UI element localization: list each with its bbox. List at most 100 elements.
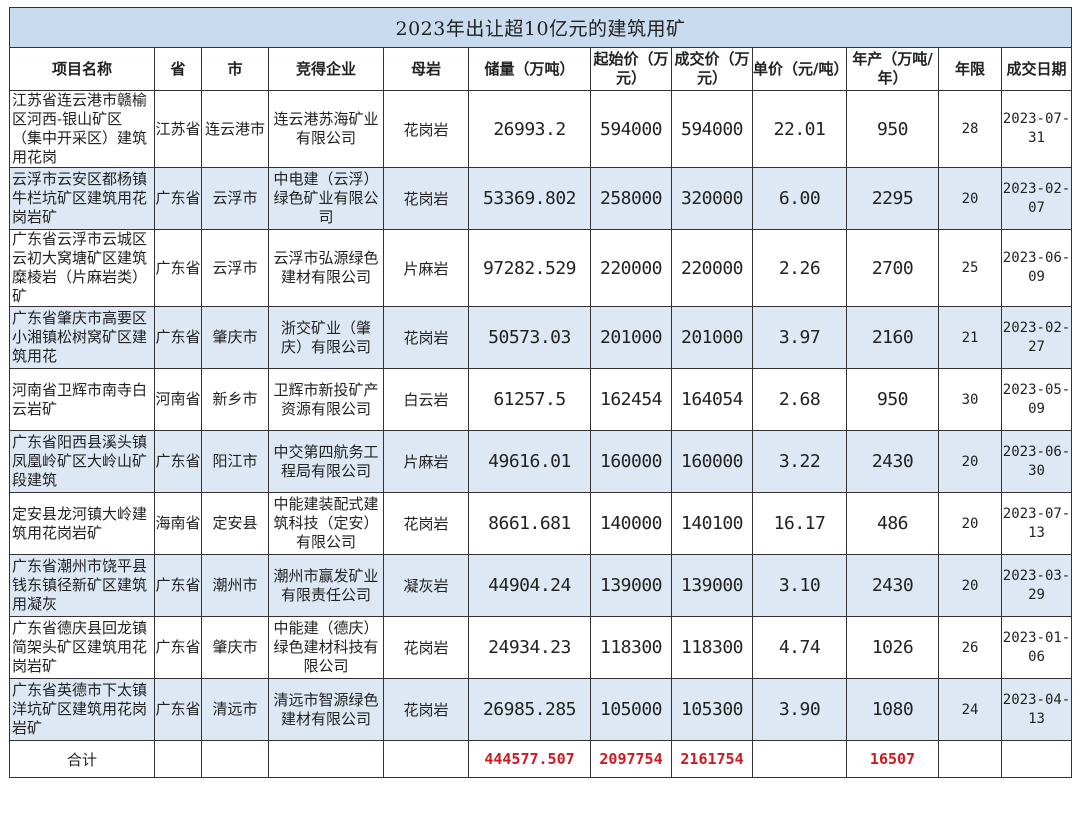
start-price-cell: 160000 (590, 430, 672, 493)
company-name: 云浮市弘源绿色建材有限公司 (273, 249, 379, 286)
city-cell: 肇庆市 (201, 306, 269, 369)
company-cell: 中交第四航务工程局有限公司 (268, 430, 384, 493)
start-price-cell: 220000 (590, 229, 672, 307)
unit-price-cell: 4.74 (752, 616, 847, 679)
deal-price-cell: 140100 (671, 492, 753, 555)
header-cell: 竞得企业 (268, 47, 384, 91)
annual-output-cell: 1080 (846, 678, 939, 741)
years-cell: 21 (938, 306, 1002, 369)
header-cell: 母岩 (383, 47, 469, 91)
total-reserve: 444577.507 (468, 740, 591, 778)
mine-table: 2023年出让超10亿元的建筑用矿 项目名称 省 市 竞得企业 母岩 储量（万吨… (8, 7, 1073, 778)
table-row: 广东省阳西县溪头镇凤凰岭矿区大岭山矿段建筑 广东省 阳江市 中交第四航务工程局有… (9, 430, 1073, 493)
rock-cell: 花岗岩 (383, 616, 469, 679)
project-name-cell: 云浮市云安区都杨镇牛栏坑矿区建筑用花岗岩矿 (9, 167, 155, 230)
province-cell: 江苏省 (154, 90, 202, 168)
header-cell: 市 (201, 47, 269, 91)
date-cell: 2023-07-13 (1000, 492, 1073, 555)
company-cell: 中电建（云浮）绿色矿业有限公司 (268, 167, 384, 230)
header-cell: 单价（元/吨） (752, 47, 847, 91)
company-cell: 云浮市弘源绿色建材有限公司 (268, 229, 384, 307)
province-cell: 广东省 (154, 306, 202, 369)
company-cell: 连云港苏海矿业有限公司 (268, 90, 384, 168)
project-name-cell: 广东省阳西县溪头镇凤凰岭矿区大岭山矿段建筑 (9, 430, 155, 493)
project-name: 广东省英德市下太镇洋坑矿区建筑用花岗岩矿 (12, 681, 148, 737)
total-empty (383, 740, 469, 778)
project-name: 广东省潮州市饶平县钱东镇径新矿区建筑用凝灰 (12, 557, 148, 613)
deal-price-cell: 118300 (671, 616, 753, 679)
header-cell: 省 (154, 47, 202, 91)
reserve-cell: 97282.529 (468, 229, 591, 307)
table-wrapper: 2023年出让超10亿元的建筑用矿 项目名称 省 市 竞得企业 母岩 储量（万吨… (8, 7, 1073, 778)
city-cell: 新乡市 (201, 368, 269, 431)
header-cell: 项目名称 (9, 47, 155, 91)
project-name: 江苏省连云港市赣榆区河西-银山矿区（集中开采区）建筑用花岗 (12, 91, 148, 167)
province-cell: 广东省 (154, 229, 202, 307)
header-cell: 年产（万吨/年） (846, 47, 939, 91)
table-row: 云浮市云安区都杨镇牛栏坑矿区建筑用花岗岩矿 广东省 云浮市 中电建（云浮）绿色矿… (9, 167, 1073, 230)
province-cell: 广东省 (154, 167, 202, 230)
reserve-cell: 50573.03 (468, 306, 591, 369)
company-name: 卫辉市新投矿产资源有限公司 (273, 380, 379, 418)
deal-price-cell: 201000 (671, 306, 753, 369)
years-cell: 20 (938, 167, 1002, 230)
project-name: 定安县龙河镇大岭建筑用花岗岩矿 (12, 504, 148, 542)
date-cell: 2023-05-09 (1000, 368, 1073, 431)
annual-output-cell: 2160 (846, 306, 939, 369)
start-price-cell: 140000 (590, 492, 672, 555)
reserve-cell: 26993.2 (468, 90, 591, 168)
start-price-cell: 118300 (590, 616, 672, 679)
annual-output-cell: 2430 (846, 430, 939, 493)
total-empty (201, 740, 269, 778)
table-row: 广东省德庆县回龙镇简架头矿区建筑用花岗岩矿 广东省 肇庆市 中能建（德庆）绿色建… (9, 616, 1073, 679)
annual-output-cell: 2295 (846, 167, 939, 230)
date-cell: 2023-03-29 (1000, 554, 1073, 617)
rock-cell: 片麻岩 (383, 229, 469, 307)
table-body: 江苏省连云港市赣榆区河西-银山矿区（集中开采区）建筑用花岗 江苏省 连云港市 连… (9, 90, 1073, 778)
project-name: 广东省德庆县回龙镇简架头矿区建筑用花岗岩矿 (12, 619, 148, 675)
date-cell: 2023-01-06 (1000, 616, 1073, 679)
header-cell: 储量（万吨） (468, 47, 591, 91)
city-cell: 清远市 (201, 678, 269, 741)
project-name-cell: 广东省肇庆市高要区小湘镇松树窝矿区建筑用花 (9, 306, 155, 369)
years-cell: 20 (938, 492, 1002, 555)
rock-cell: 花岗岩 (383, 90, 469, 168)
reserve-cell: 8661.681 (468, 492, 591, 555)
company-cell: 卫辉市新投矿产资源有限公司 (268, 368, 384, 431)
date-cell: 2023-06-30 (1000, 430, 1073, 493)
reserve-cell: 26985.285 (468, 678, 591, 741)
company-cell: 浙交矿业（肇庆）有限公司 (268, 306, 384, 369)
deal-price-cell: 164054 (671, 368, 753, 431)
date-cell: 2023-02-27 (1000, 306, 1073, 369)
total-empty (752, 740, 847, 778)
company-cell: 中能建装配式建筑科技（定安）有限公司 (268, 492, 384, 555)
header-row: 项目名称 省 市 竞得企业 母岩 储量（万吨） 起始价（万元） 成交价（万元） … (9, 47, 1073, 91)
years-cell: 20 (938, 430, 1002, 493)
province-cell: 广东省 (154, 616, 202, 679)
rock-cell: 花岗岩 (383, 167, 469, 230)
rock-cell: 白云岩 (383, 368, 469, 431)
date-cell: 2023-04-13 (1000, 678, 1073, 741)
unit-price-cell: 3.97 (752, 306, 847, 369)
total-empty (1000, 740, 1073, 778)
project-name-cell: 江苏省连云港市赣榆区河西-银山矿区（集中开采区）建筑用花岗 (9, 90, 155, 168)
annual-output-cell: 2700 (846, 229, 939, 307)
years-cell: 30 (938, 368, 1002, 431)
company-name: 中电建（云浮）绿色矿业有限公司 (273, 170, 379, 226)
project-name-cell: 定安县龙河镇大岭建筑用花岗岩矿 (9, 492, 155, 555)
header-cell: 成交价（万元） (671, 47, 753, 91)
rock-cell: 花岗岩 (383, 492, 469, 555)
total-label: 合计 (9, 740, 155, 778)
unit-price-cell: 2.26 (752, 229, 847, 307)
start-price-cell: 162454 (590, 368, 672, 431)
company-name: 中能建（德庆）绿色建材科技有限公司 (273, 619, 379, 675)
total-empty (938, 740, 1002, 778)
reserve-cell: 24934.23 (468, 616, 591, 679)
table-title: 2023年出让超10亿元的建筑用矿 (8, 7, 1073, 48)
deal-price-cell: 594000 (671, 90, 753, 168)
unit-price-cell: 16.17 (752, 492, 847, 555)
rock-cell: 花岗岩 (383, 306, 469, 369)
company-cell: 中能建（德庆）绿色建材科技有限公司 (268, 616, 384, 679)
total-annual-output: 16507 (846, 740, 939, 778)
start-price-cell: 201000 (590, 306, 672, 369)
